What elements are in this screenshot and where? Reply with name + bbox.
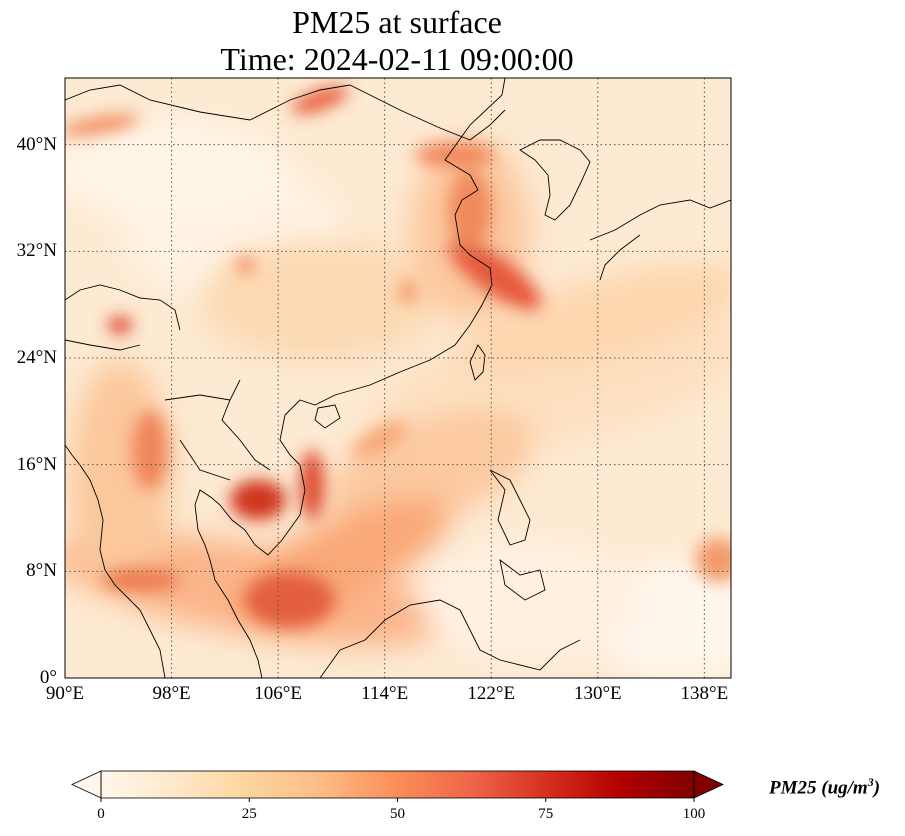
lat-tick-label: 8°N: [26, 560, 57, 582]
map-time-subtitle: Time: 2024-02-11 09:00:00: [220, 41, 574, 77]
gridlines: [65, 78, 731, 678]
lon-tick-label: 114°E: [361, 683, 409, 704]
colorbar-tick-label: 50: [390, 806, 405, 822]
pm25-concentration-field: [65, 78, 731, 678]
field-broad-plumes: [65, 120, 731, 678]
lon-tick-label: 138°E: [680, 683, 729, 704]
map-title: PM25 at surface: [292, 4, 502, 40]
lon-tick-label: 98°E: [152, 683, 191, 704]
colorbar-label-close: ): [873, 777, 881, 799]
lon-tick-label: 90°E: [45, 683, 85, 704]
colorbar-tick-label: 75: [538, 806, 554, 822]
colorbar-tick-marks: [100, 798, 695, 802]
colorbar-max-extend: [693, 770, 724, 799]
lon-tick-label: 130°E: [573, 683, 622, 704]
colorbar-label-exponent: 3: [867, 775, 874, 789]
lat-tick-label: 0°: [39, 667, 57, 688]
colorbar-label-text: PM25 (ug/m: [769, 777, 868, 799]
colorbar-tick-label: 100: [682, 806, 706, 822]
colorbar-tick-label: 25: [241, 806, 257, 822]
colorbar-min-extend: [71, 770, 102, 799]
lat-tick-label: 40°N: [16, 133, 57, 155]
lat-tick-label: 24°N: [16, 347, 57, 368]
colorbar-gradient-bar: [101, 771, 694, 798]
colorbar: [71, 770, 724, 802]
lat-tick-label: 16°N: [16, 453, 57, 475]
lon-tick-label: 122°E: [467, 683, 516, 704]
lat-tick-label: 32°N: [16, 240, 57, 262]
coastlines: [65, 78, 731, 678]
map-frame: [64, 77, 732, 679]
field-hotspots: [65, 86, 731, 628]
lon-tick-label: 106°E: [254, 683, 302, 704]
colorbar-label: PM25 (ug/m3): [769, 775, 880, 799]
colorbar-tick-label: 0: [97, 806, 105, 822]
